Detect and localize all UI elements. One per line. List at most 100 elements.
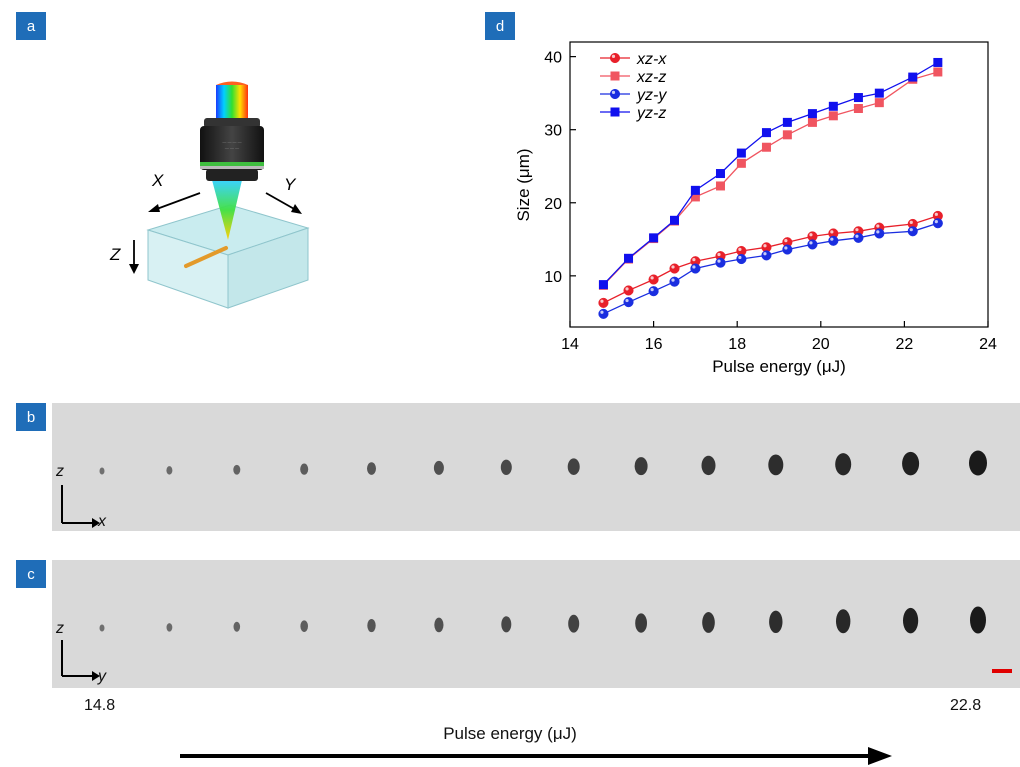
axis-label-x: X (151, 171, 164, 190)
point-xz-z-12 (874, 98, 884, 108)
point-yz-z-11 (853, 93, 863, 103)
point-yz-z-1 (624, 253, 634, 263)
legend-label-xz-x: xz-x (636, 51, 667, 68)
point-xz-x-7-highlight (763, 244, 767, 248)
point-yz-y-6 (736, 253, 747, 265)
xz-spot-9 (701, 455, 716, 476)
point-yz-y-8-highlight (784, 246, 788, 250)
legend-label-yz-y: yz-y (636, 87, 667, 104)
point-yz-y-3-highlight (671, 278, 675, 282)
yz-spot-1 (166, 623, 173, 632)
point-yz-y-10-highlight (830, 237, 834, 241)
xz-spot-12 (902, 451, 920, 476)
panel-label-b: b (16, 403, 46, 431)
x-axis-title: Pulse energy (μJ) (712, 357, 846, 376)
xz-spot-1 (166, 466, 173, 475)
point-yz-z-2 (649, 233, 659, 243)
xz-spot-11 (835, 453, 852, 476)
point-yz-y-11 (853, 232, 864, 243)
point-yz-y-11-highlight (855, 234, 859, 238)
legend-entry-yz-z: yz-z (600, 105, 666, 122)
x-tick-label-0: 14 (561, 336, 579, 353)
point-xz-z-5 (715, 181, 725, 191)
point-xz-z-4 (690, 192, 700, 202)
point-yz-y-2 (648, 286, 659, 297)
point-yz-z-9 (807, 109, 817, 119)
xz-spot-5 (433, 460, 444, 475)
energy-start-label: 14.8 (84, 697, 116, 714)
point-yz-y-2-highlight (650, 287, 654, 292)
x-tick-label-1: 16 (645, 336, 663, 353)
yz-spot-12 (903, 607, 919, 634)
point-yz-y-9-highlight (809, 241, 813, 245)
point-yz-y-12-highlight (876, 230, 880, 234)
legend-marker-xz-z (610, 71, 620, 81)
point-yz-y-6-highlight (738, 255, 742, 260)
point-xz-z-10 (828, 111, 838, 121)
z-axis-arrow (129, 240, 139, 274)
yz-spot-11 (836, 609, 851, 634)
point-yz-y-1-highlight (625, 298, 629, 303)
point-yz-y-0 (598, 308, 609, 319)
point-xz-x-1 (623, 285, 634, 296)
y-tick-label-1: 20 (544, 196, 562, 213)
point-xz-x-3-highlight (671, 265, 675, 269)
point-yz-y-9 (807, 239, 818, 250)
xz-spot-7 (567, 458, 580, 475)
point-xz-x-13-highlight (909, 220, 913, 224)
xz-spot-2 (233, 464, 241, 475)
point-yz-z-10 (828, 101, 838, 111)
point-xz-x-4-highlight (692, 258, 696, 262)
point-yz-y-1 (623, 297, 634, 308)
point-xz-z-11 (853, 104, 863, 113)
point-yz-y-5-highlight (717, 259, 721, 263)
point-yz-y-7 (761, 250, 772, 261)
strip-c-axis-vertical: z (56, 620, 64, 637)
y-tick-label-3: 40 (544, 50, 562, 67)
point-yz-y-13-highlight (909, 228, 913, 232)
point-yz-z-3 (670, 215, 679, 225)
point-yz-z-8 (782, 117, 792, 127)
yz-spot-13 (970, 606, 986, 634)
point-xz-x-11-highlight (855, 228, 859, 232)
legend-entry-xz-z: xz-z (600, 69, 666, 86)
panel-label-d: d (485, 12, 515, 40)
point-yz-z-0 (598, 280, 608, 290)
strip-b-axis-horizontal: x (98, 513, 106, 530)
point-xz-x-0 (598, 297, 609, 308)
laser-schematic: — — — — — — — X Y Z (109, 81, 310, 309)
strip-b-axis-vertical: z (56, 463, 64, 480)
xz-spot-0 (99, 467, 105, 475)
point-xz-x-9-highlight (809, 233, 813, 237)
point-xz-z-8 (782, 130, 792, 140)
point-yz-z-14 (933, 57, 943, 67)
written-track (184, 246, 228, 268)
point-yz-y-14-highlight (934, 220, 938, 224)
legend-entry-yz-y: yz-y (600, 87, 667, 104)
point-yz-y-5 (715, 257, 726, 268)
yz-spot-0 (99, 624, 105, 632)
svg-text:— — —: — — — (225, 145, 239, 150)
size-vs-energy-chart: 14 16 18 20 22 24 10 20 30 40 xz-xxz-zyz-yyz-z Pu… (514, 41, 997, 376)
xz-spot-8 (634, 457, 648, 476)
point-yz-y-4 (690, 263, 701, 274)
panel-label-c: c (16, 560, 46, 588)
xz-spot-10 (768, 454, 784, 476)
legend-entry-xz-x: xz-x (600, 51, 667, 68)
focused-beam (212, 180, 242, 240)
legend-label-yz-z: yz-z (636, 105, 666, 122)
point-xz-x-1-highlight (625, 287, 629, 291)
yz-spot-3 (300, 620, 308, 632)
series-xz-x (598, 210, 943, 308)
axis-label-y: Y (284, 175, 297, 194)
yz-spot-6 (501, 616, 512, 633)
legend-marker-yz-y (609, 88, 621, 100)
legend-marker-xz-x (609, 52, 621, 64)
svg-text:— — — —: — — — — (222, 139, 241, 144)
plot-frame (569, 41, 989, 328)
yz-spot-5 (434, 617, 444, 633)
y-axis-arrow (265, 192, 302, 214)
xz-spot-6 (500, 459, 512, 476)
legend-label-xz-z: xz-z (636, 69, 666, 86)
energy-end-label: 22.8 (950, 697, 982, 714)
